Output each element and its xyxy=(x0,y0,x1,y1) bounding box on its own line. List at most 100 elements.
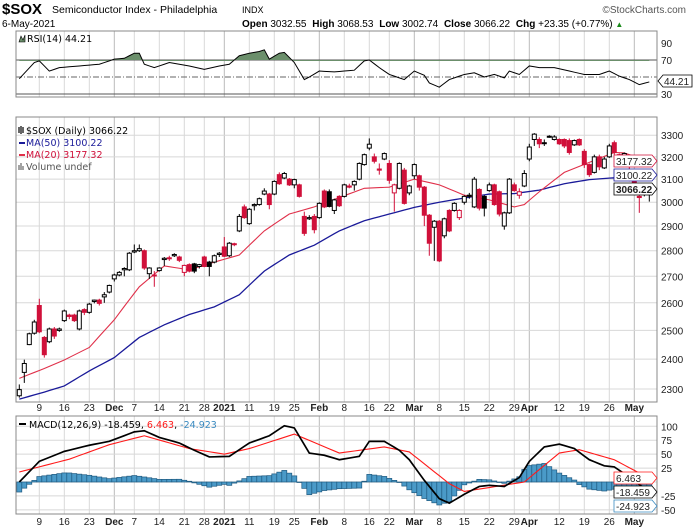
candle xyxy=(371,153,377,164)
candle-body xyxy=(481,195,487,209)
candle xyxy=(306,215,312,221)
candle-body xyxy=(226,242,232,257)
legend-separator: , xyxy=(174,420,180,431)
price-legend: $SOX (Daily) 3066.22 MA(50) 3100.22 MA(2… xyxy=(18,126,128,173)
histogram-value-tag: -24.923 xyxy=(613,499,658,513)
candle-body xyxy=(261,190,267,195)
candle xyxy=(196,263,202,269)
candle-body xyxy=(141,250,147,269)
date-tick-label: 12 xyxy=(554,403,566,414)
candle xyxy=(566,138,572,155)
candle xyxy=(86,302,92,314)
macd-tick-label: 100 xyxy=(661,422,678,433)
legend-separator: , xyxy=(141,420,147,431)
date-tick-label: 21 xyxy=(179,517,191,528)
date-tick-label: 22 xyxy=(384,403,396,414)
candle-body xyxy=(256,198,262,206)
candle xyxy=(231,242,237,247)
date-tick-label: 29 xyxy=(509,517,521,528)
histogram-bar xyxy=(161,479,168,483)
candle-body xyxy=(416,175,422,188)
candle xyxy=(391,183,397,212)
candle-body xyxy=(16,389,22,397)
histogram-bar xyxy=(326,481,333,491)
histogram-bar xyxy=(586,481,593,490)
macd-tick-label: -50 xyxy=(661,506,676,517)
candle-body xyxy=(596,156,602,168)
candle xyxy=(101,292,107,303)
candle-body xyxy=(231,243,237,246)
histogram-bar xyxy=(561,475,568,483)
histogram-bar xyxy=(141,476,148,483)
candle-body xyxy=(536,138,542,145)
candle-body xyxy=(51,328,57,337)
histogram-bar xyxy=(551,469,558,483)
date-tick-label: 16 xyxy=(59,517,71,528)
candle xyxy=(321,189,327,209)
index-name: Semiconductor Index - Philadelphia xyxy=(52,4,217,16)
rsi-legend-text: RSI(14) 44.21 xyxy=(27,34,92,45)
candle xyxy=(636,195,642,213)
histogram-bar xyxy=(496,481,503,483)
candle xyxy=(466,192,472,199)
candle xyxy=(241,204,247,219)
date-tick-label: May xyxy=(625,517,645,528)
candle-body xyxy=(491,184,497,206)
date-tick-label: 25 xyxy=(289,403,301,414)
date-tick-label: 19 xyxy=(269,403,281,414)
candle xyxy=(461,195,467,205)
candle xyxy=(326,189,332,208)
candle xyxy=(426,214,432,256)
candle-body xyxy=(501,212,507,227)
candle xyxy=(161,257,167,266)
candle xyxy=(276,172,282,185)
candle xyxy=(386,160,392,184)
candle-body xyxy=(461,195,467,203)
date-tick-label: Dec xyxy=(105,517,124,528)
volume-legend-text: Volume undef xyxy=(26,162,92,173)
histogram-bar xyxy=(276,471,283,483)
histogram-bar xyxy=(116,477,123,483)
price-tick-label: 2400 xyxy=(661,355,684,366)
candle xyxy=(606,143,612,158)
histogram-bar xyxy=(416,481,423,496)
ma20-value-tag: 3177.32 xyxy=(613,154,658,168)
candle-body xyxy=(471,178,477,208)
histogram-bar xyxy=(596,481,603,491)
candle-body xyxy=(181,264,187,273)
date-tick-label: Apr xyxy=(521,517,538,528)
histogram-bar xyxy=(361,480,368,483)
date-tick-label: 9 xyxy=(37,517,43,528)
rsi-legend: RSI(14) 44.21 xyxy=(18,34,92,45)
candle-body xyxy=(431,220,437,228)
candle-body xyxy=(251,204,257,207)
candle xyxy=(296,183,302,198)
date-tick-label: 22 xyxy=(484,403,496,414)
histogram-bar xyxy=(421,481,428,499)
close-value: 3066.22 xyxy=(474,19,511,30)
candle xyxy=(151,271,157,287)
histogram-bar xyxy=(106,478,113,483)
histogram-bar xyxy=(246,476,253,483)
candle-body xyxy=(291,179,297,186)
histogram-bar xyxy=(166,478,173,483)
histogram-bar xyxy=(346,481,353,489)
candle xyxy=(131,244,137,254)
candle-body xyxy=(71,314,77,322)
date-tick-label: 21 xyxy=(179,403,191,414)
rsi-tick-label: 70 xyxy=(661,56,673,67)
candle-body xyxy=(586,164,592,176)
candle xyxy=(341,183,347,198)
histogram-bar xyxy=(31,480,38,483)
histogram-bar xyxy=(546,466,553,483)
candle-body xyxy=(466,194,472,197)
price-tick-label: 3300 xyxy=(661,131,684,142)
candle xyxy=(346,183,352,189)
candle xyxy=(316,202,322,219)
candle xyxy=(526,143,532,162)
candle-body xyxy=(601,158,607,169)
price-tick-label: 2800 xyxy=(661,247,684,258)
price-tick-label: 2300 xyxy=(661,385,684,396)
histogram-bar xyxy=(306,481,313,495)
date-tick-label: 15 xyxy=(459,517,471,528)
